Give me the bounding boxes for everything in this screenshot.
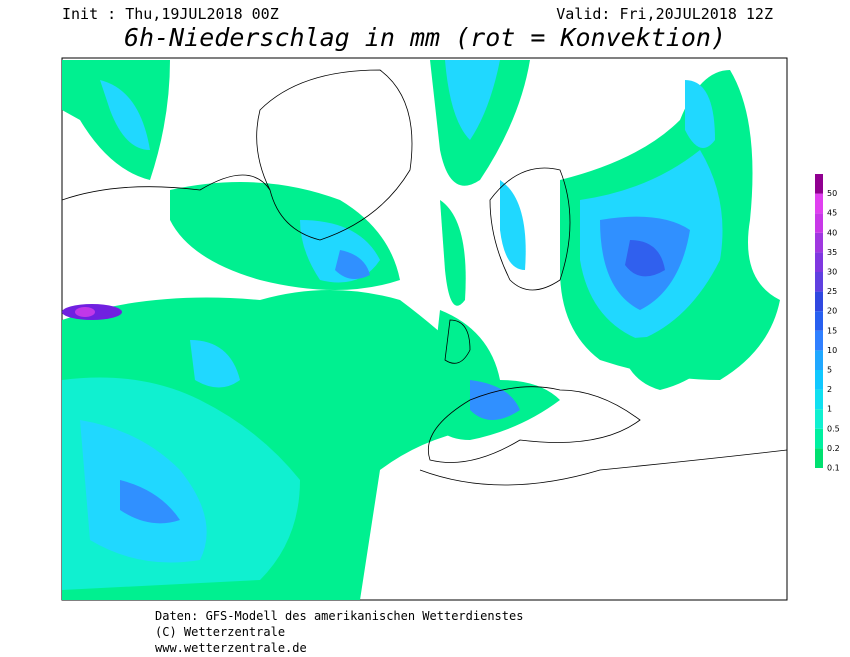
legend-swatch — [815, 330, 823, 351]
legend-label: 2 — [827, 385, 832, 394]
legend-label: 0.2 — [827, 444, 840, 453]
footer-source: Daten: GFS-Modell des amerikanischen Wet… — [155, 609, 523, 623]
map — [61, 57, 788, 601]
legend-swatch — [815, 232, 823, 253]
legend-swatch — [815, 174, 823, 194]
legend-swatch — [815, 193, 823, 214]
legend-swatch — [815, 370, 823, 390]
legend-swatch — [815, 448, 823, 468]
map-title: 6h-Niederschlag in mm (rot = Konvektion) — [124, 23, 726, 52]
footer-copyright: (C) Wetterzentrale — [155, 625, 285, 639]
legend-swatch — [815, 311, 823, 331]
legend-swatch — [815, 252, 823, 272]
legend-swatch — [815, 428, 823, 449]
legend-swatch — [815, 389, 823, 410]
legend-label: 10 — [827, 346, 837, 355]
legend-label: 35 — [827, 248, 837, 257]
init-time: Init : Thu,19JUL2018 00Z — [62, 5, 279, 23]
legend-swatch — [815, 272, 823, 292]
legend-label: 30 — [827, 268, 837, 277]
legend-label: 50 — [827, 189, 837, 198]
footer-url: www.wetterzentrale.de — [155, 641, 307, 655]
legend-label: 40 — [827, 228, 837, 237]
legend-swatch — [815, 350, 823, 370]
legend-label: 5 — [827, 366, 832, 375]
legend-swatch — [815, 213, 823, 233]
legend-label: 15 — [827, 326, 837, 335]
legend-label: 0.5 — [827, 424, 840, 433]
legend-label: 1 — [827, 405, 832, 414]
legend-label: 20 — [827, 307, 837, 316]
legend-swatch — [815, 409, 823, 429]
legend-label: 25 — [827, 287, 837, 296]
legend-swatch — [815, 291, 823, 312]
legend-label: 45 — [827, 209, 837, 218]
valid-time: Valid: Fri,20JUL2018 12Z — [556, 5, 773, 23]
legend-label: 0.1 — [827, 464, 840, 473]
